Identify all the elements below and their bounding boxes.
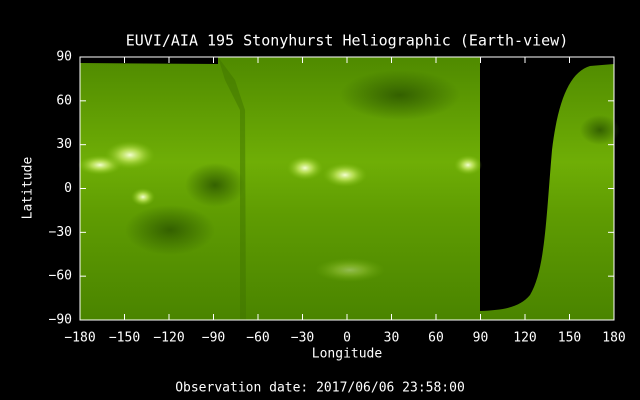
dark-region (580, 115, 620, 145)
x-tick-label: −150 (109, 331, 140, 346)
y-axis-label: Latitude (21, 157, 36, 220)
map-mask (80, 57, 218, 64)
x-tick-label: −30 (291, 331, 314, 346)
active-region (287, 156, 323, 180)
map-gap (480, 57, 614, 311)
footer: Observation date: 2017/06/06 23:58:00 (175, 381, 465, 396)
x-tick-label: −60 (246, 331, 269, 346)
x-tick-label: −90 (202, 331, 225, 346)
x-tick-label: 150 (558, 331, 581, 346)
y-tick-label: 90 (56, 50, 72, 65)
x-tick-label: 0 (343, 331, 351, 346)
y-tick-label: 30 (56, 137, 72, 152)
y-tick-label: 60 (56, 93, 72, 108)
chart-title: EUVI/AIA 195 Stonyhurst Heliographic (Ea… (126, 32, 569, 50)
solar-map (78, 57, 620, 320)
x-tick-label: 180 (602, 331, 625, 346)
x-tick-label: −120 (153, 331, 184, 346)
x-tick-label: 60 (428, 331, 444, 346)
y-tick-label: −60 (49, 269, 72, 284)
active-region (323, 163, 367, 187)
y-tick-label: −90 (49, 313, 72, 328)
y-tick-label: −30 (49, 225, 72, 240)
x-tick-label: −180 (64, 331, 95, 346)
x-tick-label: 90 (473, 331, 489, 346)
active-region (131, 188, 155, 206)
y-tick-label: 0 (64, 181, 72, 196)
x-tick-label: 120 (513, 331, 536, 346)
dark-region (185, 163, 245, 207)
x-axis-label: Longitude (312, 347, 383, 362)
active-region (454, 155, 482, 175)
x-tick-label: 30 (384, 331, 400, 346)
active-region (105, 141, 155, 169)
dark-region (340, 70, 460, 120)
dark-region (125, 205, 215, 255)
active-region (315, 258, 385, 282)
